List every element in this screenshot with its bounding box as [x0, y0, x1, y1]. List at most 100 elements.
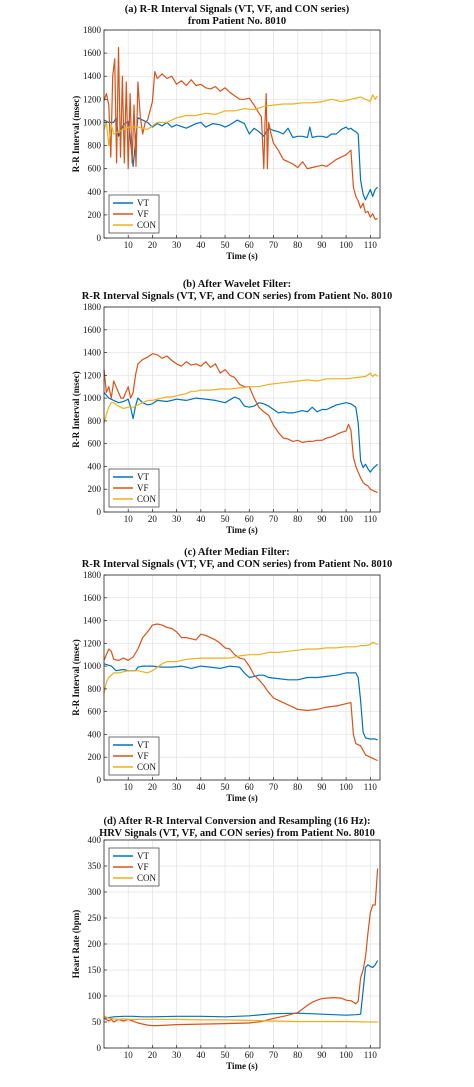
x-tick-label: 10	[124, 1050, 134, 1060]
y-tick-label: 1400	[83, 71, 102, 81]
x-tick-label: 10	[124, 240, 134, 250]
x-tick-label: 10	[124, 782, 134, 792]
chart-title-line-2: R-R Interval Signals (VT, VF, and CON se…	[81, 559, 393, 570]
y-tick-label: 1200	[83, 370, 102, 380]
y-axis-label: R-R Interval (msec)	[71, 371, 81, 447]
y-axis-label: Heart Rate (bpm)	[71, 910, 81, 978]
y-tick-label: 600	[88, 707, 102, 717]
chart-title-line-1: (a) R-R Interval Signals (VT, VF, and CO…	[124, 4, 350, 15]
chart-title-line-1: (c) After Median Filter:	[184, 547, 290, 558]
x-tick-label: 60	[245, 782, 255, 792]
y-tick-label: 150	[88, 965, 102, 975]
y-tick-label: 1600	[83, 593, 102, 603]
line-chart: 10 20 30 40 50 60 70 80 90 100 110 0 200 400 600 800 100…	[71, 570, 381, 803]
legend-label-con: CON	[137, 873, 157, 883]
x-tick-label: 30	[172, 782, 182, 792]
y-tick-label: 800	[88, 141, 102, 151]
y-tick-label: 800	[88, 684, 102, 694]
x-tick-label: 90	[317, 240, 327, 250]
x-tick-label: 10	[124, 514, 134, 524]
y-tick-label: 600	[88, 164, 102, 174]
x-tick-label: 110	[364, 240, 378, 250]
line-chart: 10 20 30 40 50 60 70 80 90 100 110 0 200 400 600 800 100…	[71, 302, 381, 535]
legend-label-con: CON	[137, 494, 157, 504]
x-tick-label: 20	[148, 782, 158, 792]
legend-label-vf: VF	[137, 483, 149, 493]
y-tick-label: 350	[88, 861, 102, 871]
y-tick-label: 1400	[83, 348, 102, 358]
x-tick-label: 40	[196, 514, 206, 524]
y-tick-label: 200	[88, 484, 102, 494]
axes-frame	[103, 29, 381, 239]
x-tick-label: 110	[364, 1050, 378, 1060]
y-tick-label: 100	[88, 991, 102, 1001]
y-axis-label: R-R Interval (msec)	[71, 639, 81, 715]
x-tick-label: 80	[293, 514, 303, 524]
x-axis-label: Time (s)	[226, 251, 258, 261]
x-tick-label: 50	[221, 1050, 231, 1060]
y-tick-label: 200	[88, 939, 102, 949]
x-tick-label: 20	[148, 1050, 158, 1060]
x-tick-label: 90	[317, 1050, 327, 1060]
series-line-vf	[103, 868, 379, 1027]
x-tick-label: 60	[245, 1050, 255, 1060]
chart-title-line-1: (b) After Wavelet Filter:	[182, 279, 292, 290]
legend-label-vf: VF	[137, 862, 149, 872]
y-tick-label: 200	[88, 752, 102, 762]
legend-label-con: CON	[137, 762, 157, 772]
y-tick-label: 400	[88, 461, 102, 471]
series-line-vt	[103, 392, 379, 473]
x-tick-label: 30	[172, 1050, 182, 1060]
chart-title-line-2: R-R Interval Signals (VT, VF, and CON se…	[81, 291, 393, 302]
x-tick-label: 60	[245, 514, 255, 524]
series-line-vt	[103, 663, 378, 741]
series-line-con	[103, 641, 378, 694]
x-axis-label: Time (s)	[226, 793, 258, 803]
series-line-con	[103, 94, 379, 147]
x-tick-label: 70	[269, 514, 279, 524]
y-tick-label: 0	[97, 507, 102, 517]
y-tick-label: 1000	[83, 393, 102, 403]
x-tick-label: 70	[269, 1050, 279, 1060]
x-axis-label: Time (s)	[226, 525, 258, 535]
y-tick-label: 0	[97, 775, 102, 785]
y-tick-label: 600	[88, 439, 102, 449]
series-line-vf	[103, 46, 378, 221]
legend-box	[108, 468, 160, 508]
chart-title-line-1: (d) After R-R Interval Conversion and Re…	[103, 816, 371, 827]
x-tick-label: 40	[196, 1050, 206, 1060]
y-tick-label: 0	[97, 233, 102, 243]
series-line-vf	[103, 623, 378, 762]
y-tick-label: 1800	[83, 302, 102, 312]
legend-label-con: CON	[137, 220, 157, 230]
legend-label-vt: VT	[137, 851, 149, 861]
chart-panel-b: (b) After Wavelet Filter: R-R Interval S…	[0, 275, 474, 540]
y-tick-label: 300	[88, 887, 102, 897]
series-line-vf	[103, 353, 378, 494]
x-tick-label: 50	[221, 514, 231, 524]
y-tick-label: 1000	[83, 661, 102, 671]
y-tick-label: 1600	[83, 325, 102, 335]
y-tick-label: 1600	[83, 48, 102, 58]
y-tick-label: 800	[88, 416, 102, 426]
y-tick-label: 0	[97, 1043, 102, 1053]
legend-label-vf: VF	[137, 751, 149, 761]
line-chart: 10 20 30 40 50 60 70 80 90 100 110 0 200 400 600 800 100…	[71, 25, 381, 261]
legend-label-vt: VT	[137, 472, 149, 482]
x-tick-label: 60	[245, 240, 255, 250]
x-tick-label: 110	[364, 514, 378, 524]
x-tick-label: 100	[339, 782, 353, 792]
series-line-con	[103, 1015, 378, 1023]
axes-frame	[103, 574, 381, 781]
x-tick-label: 50	[221, 240, 231, 250]
legend-label-vt: VT	[137, 198, 149, 208]
x-tick-label: 80	[293, 1050, 303, 1060]
y-tick-label: 1000	[83, 117, 102, 127]
series-line-con	[103, 372, 379, 424]
y-tick-label: 1400	[83, 616, 102, 626]
chart-panel-d: (d) After R-R Interval Conversion and Re…	[0, 812, 474, 1087]
x-tick-label: 50	[221, 782, 231, 792]
chart-panel-a: (a) R-R Interval Signals (VT, VF, and CO…	[0, 0, 474, 265]
y-tick-label: 1200	[83, 638, 102, 648]
x-axis-label: Time (s)	[226, 1061, 258, 1071]
